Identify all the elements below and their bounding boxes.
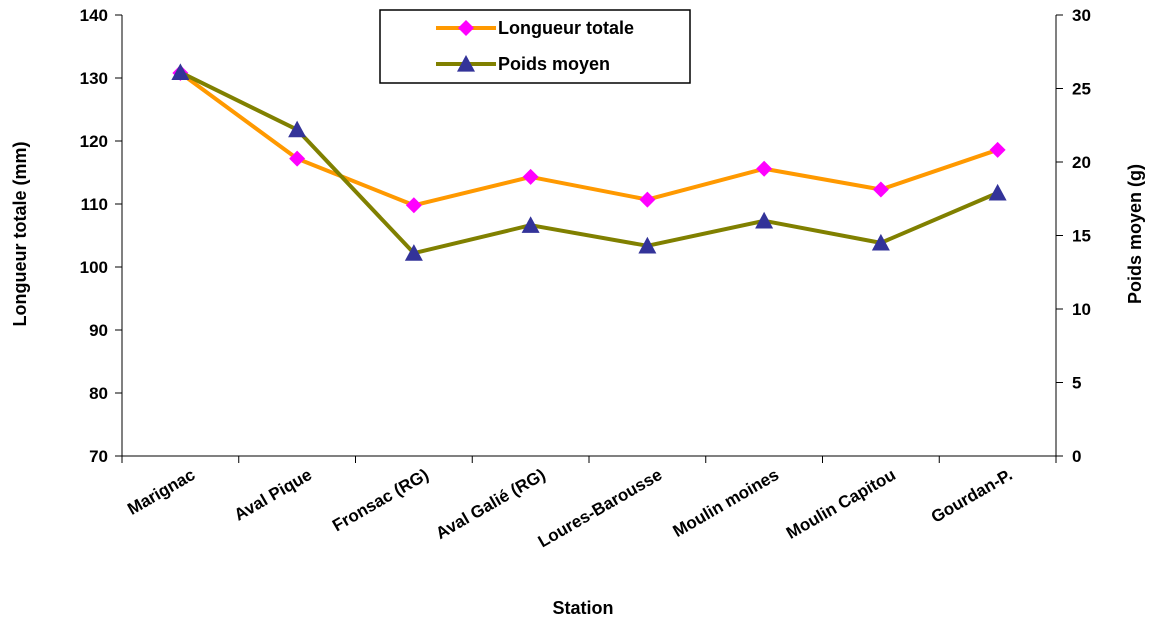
y-left-tick-label: 130 [80,69,108,88]
legend-marker-triangle [457,55,475,72]
data-point-diamond [639,191,656,208]
x-tick-label: Aval Pique [231,465,315,525]
axes: 70 80 90 100 110 120 130 140 0 5 10 15 20 25 30 Marigna… [80,6,1091,551]
y-left-tick-label: 80 [89,384,108,403]
y-left-tick-label: 140 [80,6,108,25]
series-line [179,70,999,256]
y-right-tick-label: 15 [1072,227,1091,246]
data-point-diamond [289,150,306,167]
series-line [179,71,999,208]
data-point-triangle [871,233,890,251]
series-layer [171,63,1007,261]
data-point-diamond [756,160,773,177]
legend-label: Poids moyen [498,54,610,74]
y-left-tick-label: 110 [81,195,108,214]
data-point-triangle [404,244,423,261]
data-point-triangle [988,183,1007,201]
y-right-tick-label: 0 [1072,447,1081,466]
y-left-tick-label: 120 [80,132,108,151]
x-tick-label: Aval Galié (RG) [432,465,548,543]
data-point-diamond [522,168,539,185]
series-longueur-totale [172,64,1006,214]
data-point-triangle [755,211,774,229]
data-point-triangle [521,216,540,233]
x-tick-label: Gourdan-P. [928,465,1016,527]
legend-box [379,9,691,84]
y-left-tick-label: 70 [89,447,108,466]
series-poids-moyen [171,63,1007,261]
x-axis-title: Station [553,598,614,618]
y-left-tick-label: 90 [89,321,108,340]
y-left-tick-label: 100 [80,258,108,277]
data-point-triangle [171,63,190,80]
x-tick-label: Fronsac (RG) [329,465,432,535]
y-right-tick-label: 25 [1072,80,1091,99]
data-point-triangle [288,120,307,138]
y-right-tick-label: 10 [1072,300,1091,319]
y-axis-left-title: Longueur totale (mm) [10,142,30,327]
y-right-tick-label: 30 [1072,6,1091,25]
legend: Longueur totale Poids moyen [379,9,691,84]
y-axis-right-title: Poids moyen (g) [1125,164,1145,304]
y-right-tick-label: 5 [1072,374,1081,393]
data-point-triangle [638,236,657,254]
data-point-diamond [872,181,889,198]
legend-marker-diamond [458,20,474,36]
x-tick-label: Moulin Capitou [783,465,899,543]
y-right-tick-label: 20 [1072,153,1091,172]
data-point-diamond [405,197,422,214]
x-tick-label: Moulin moines [670,465,783,541]
x-tick-label: Marignac [124,465,198,519]
data-point-diamond [989,141,1006,158]
legend-label: Longueur totale [498,18,634,38]
x-tick-label: Loures-Barousse [535,465,666,551]
